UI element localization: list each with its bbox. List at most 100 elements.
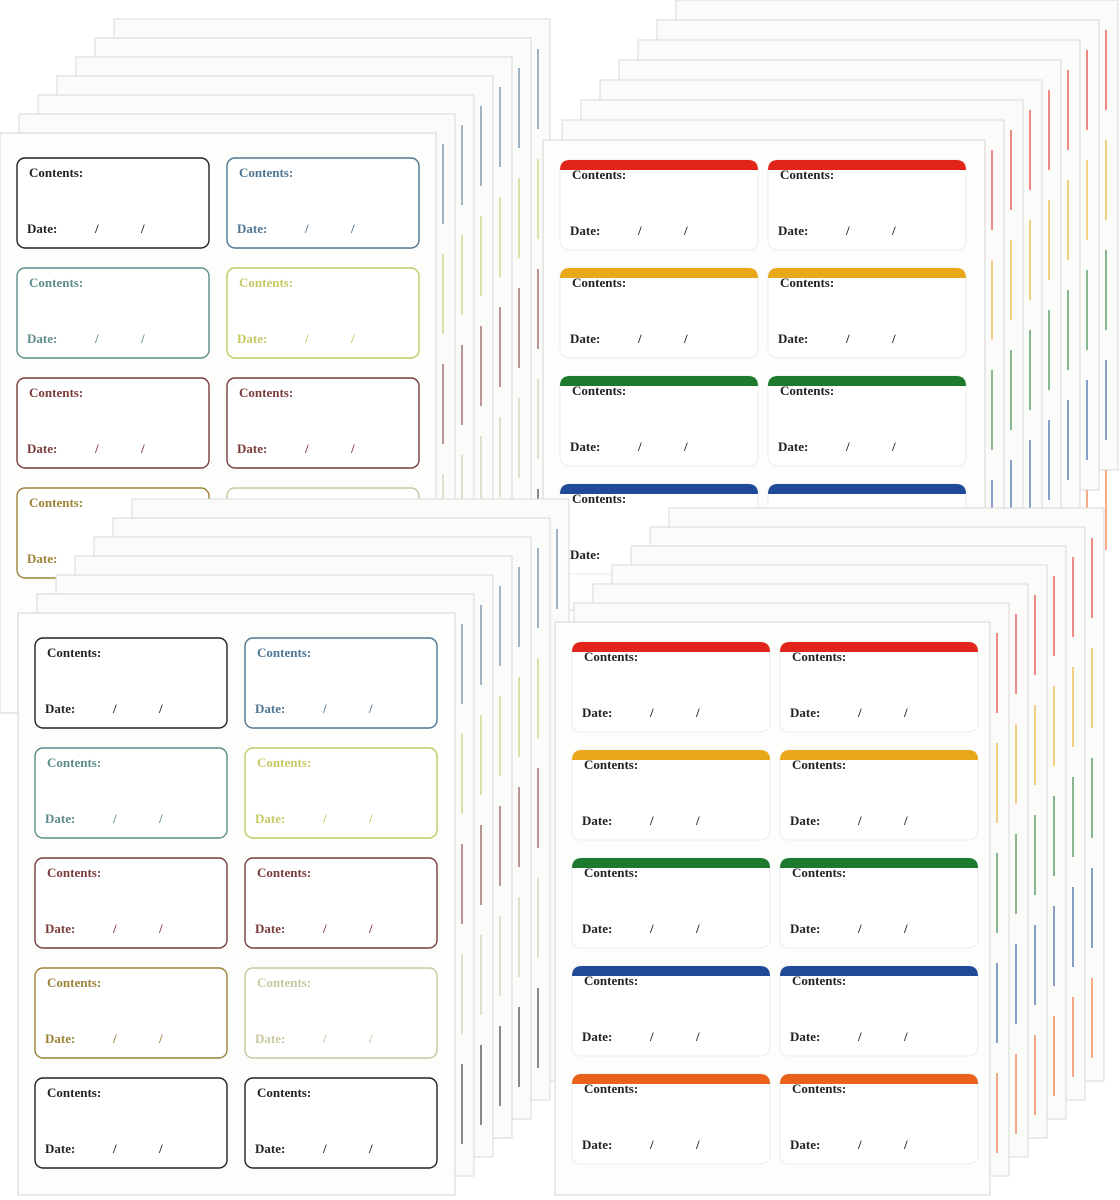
contents-label: Contents:: [29, 495, 83, 510]
date-separator: /: [683, 331, 688, 346]
date-separator: /: [304, 441, 309, 456]
date-separator: /: [857, 705, 862, 720]
date-label: Date:: [27, 441, 57, 456]
contents-label: Contents:: [239, 165, 293, 180]
date-separator: /: [304, 221, 309, 236]
label: [244, 637, 438, 729]
label-tab: [768, 160, 966, 170]
label: [16, 377, 210, 469]
date-label: Date:: [27, 551, 57, 566]
date-separator: /: [903, 705, 908, 720]
label: [34, 1077, 228, 1169]
label: [244, 857, 438, 949]
date-separator: /: [322, 1031, 327, 1046]
date-separator: /: [322, 701, 327, 716]
date-separator: /: [857, 1137, 862, 1152]
date-separator: /: [891, 331, 896, 346]
label-tab: [560, 268, 758, 278]
contents-label: Contents:: [257, 645, 311, 660]
date-label: Date:: [255, 1031, 285, 1046]
label-tab: [560, 376, 758, 386]
date-separator: /: [891, 223, 896, 238]
contents-label: Contents:: [47, 755, 101, 770]
date-label: Date:: [45, 1031, 75, 1046]
date-separator: /: [158, 811, 163, 826]
label-tab: [572, 1074, 770, 1084]
date-separator: /: [683, 223, 688, 238]
date-separator: /: [695, 813, 700, 828]
contents-label: Contents:: [47, 645, 101, 660]
label-tab: [768, 268, 966, 278]
label: [34, 637, 228, 729]
date-label: Date:: [27, 221, 57, 236]
date-separator: /: [695, 921, 700, 936]
label-tab: [768, 376, 966, 386]
contents-label: Contents:: [792, 1081, 846, 1096]
date-separator: /: [158, 921, 163, 936]
date-separator: /: [903, 921, 908, 936]
contents-label: Contents:: [47, 975, 101, 990]
date-separator: /: [845, 331, 850, 346]
date-label: Date:: [570, 439, 600, 454]
date-separator: /: [368, 701, 373, 716]
contents-label: Contents:: [239, 385, 293, 400]
label-tab: [780, 750, 978, 760]
contents-label: Contents:: [47, 865, 101, 880]
date-separator: /: [857, 813, 862, 828]
date-label: Date:: [255, 701, 285, 716]
date-separator: /: [158, 701, 163, 716]
contents-label: Contents:: [572, 491, 626, 506]
contents-label: Contents:: [257, 1085, 311, 1100]
date-label: Date:: [27, 331, 57, 346]
label: [244, 747, 438, 839]
date-label: Date:: [45, 921, 75, 936]
date-separator: /: [158, 1031, 163, 1046]
date-separator: /: [649, 921, 654, 936]
date-label: Date:: [255, 1141, 285, 1156]
date-label: Date:: [778, 223, 808, 238]
date-separator: /: [322, 1141, 327, 1156]
contents-label: Contents:: [584, 1081, 638, 1096]
label-tab: [572, 966, 770, 976]
label: [226, 267, 420, 359]
date-separator: /: [350, 441, 355, 456]
label-tab: [560, 484, 758, 494]
date-label: Date:: [255, 811, 285, 826]
date-label: Date:: [582, 921, 612, 936]
contents-label: Contents:: [572, 383, 626, 398]
date-label: Date:: [570, 547, 600, 562]
date-label: Date:: [582, 1029, 612, 1044]
date-separator: /: [695, 1137, 700, 1152]
date-separator: /: [158, 1141, 163, 1156]
date-label: Date:: [790, 705, 820, 720]
date-separator: /: [304, 331, 309, 346]
date-label: Date:: [582, 705, 612, 720]
date-separator: /: [350, 221, 355, 236]
date-separator: /: [637, 439, 642, 454]
date-separator: /: [649, 813, 654, 828]
label-tab: [572, 750, 770, 760]
date-separator: /: [649, 1137, 654, 1152]
contents-label: Contents:: [584, 865, 638, 880]
date-separator: /: [322, 921, 327, 936]
date-label: Date:: [45, 701, 75, 716]
contents-label: Contents:: [29, 165, 83, 180]
sheet-stack: Contents: Date: / / Contents: Date: / / Contents…: [17, 498, 570, 1196]
date-label: Date:: [570, 331, 600, 346]
date-separator: /: [637, 331, 642, 346]
label-tab: [780, 858, 978, 868]
date-separator: /: [368, 921, 373, 936]
date-separator: /: [903, 813, 908, 828]
date-separator: /: [903, 1029, 908, 1044]
date-separator: /: [112, 921, 117, 936]
date-separator: /: [112, 701, 117, 716]
date-label: Date:: [570, 223, 600, 238]
date-label: Date:: [790, 1137, 820, 1152]
contents-label: Contents:: [584, 757, 638, 772]
date-label: Date:: [778, 439, 808, 454]
contents-label: Contents:: [792, 757, 846, 772]
date-separator: /: [368, 811, 373, 826]
label: [34, 967, 228, 1059]
contents-label: Contents:: [792, 649, 846, 664]
